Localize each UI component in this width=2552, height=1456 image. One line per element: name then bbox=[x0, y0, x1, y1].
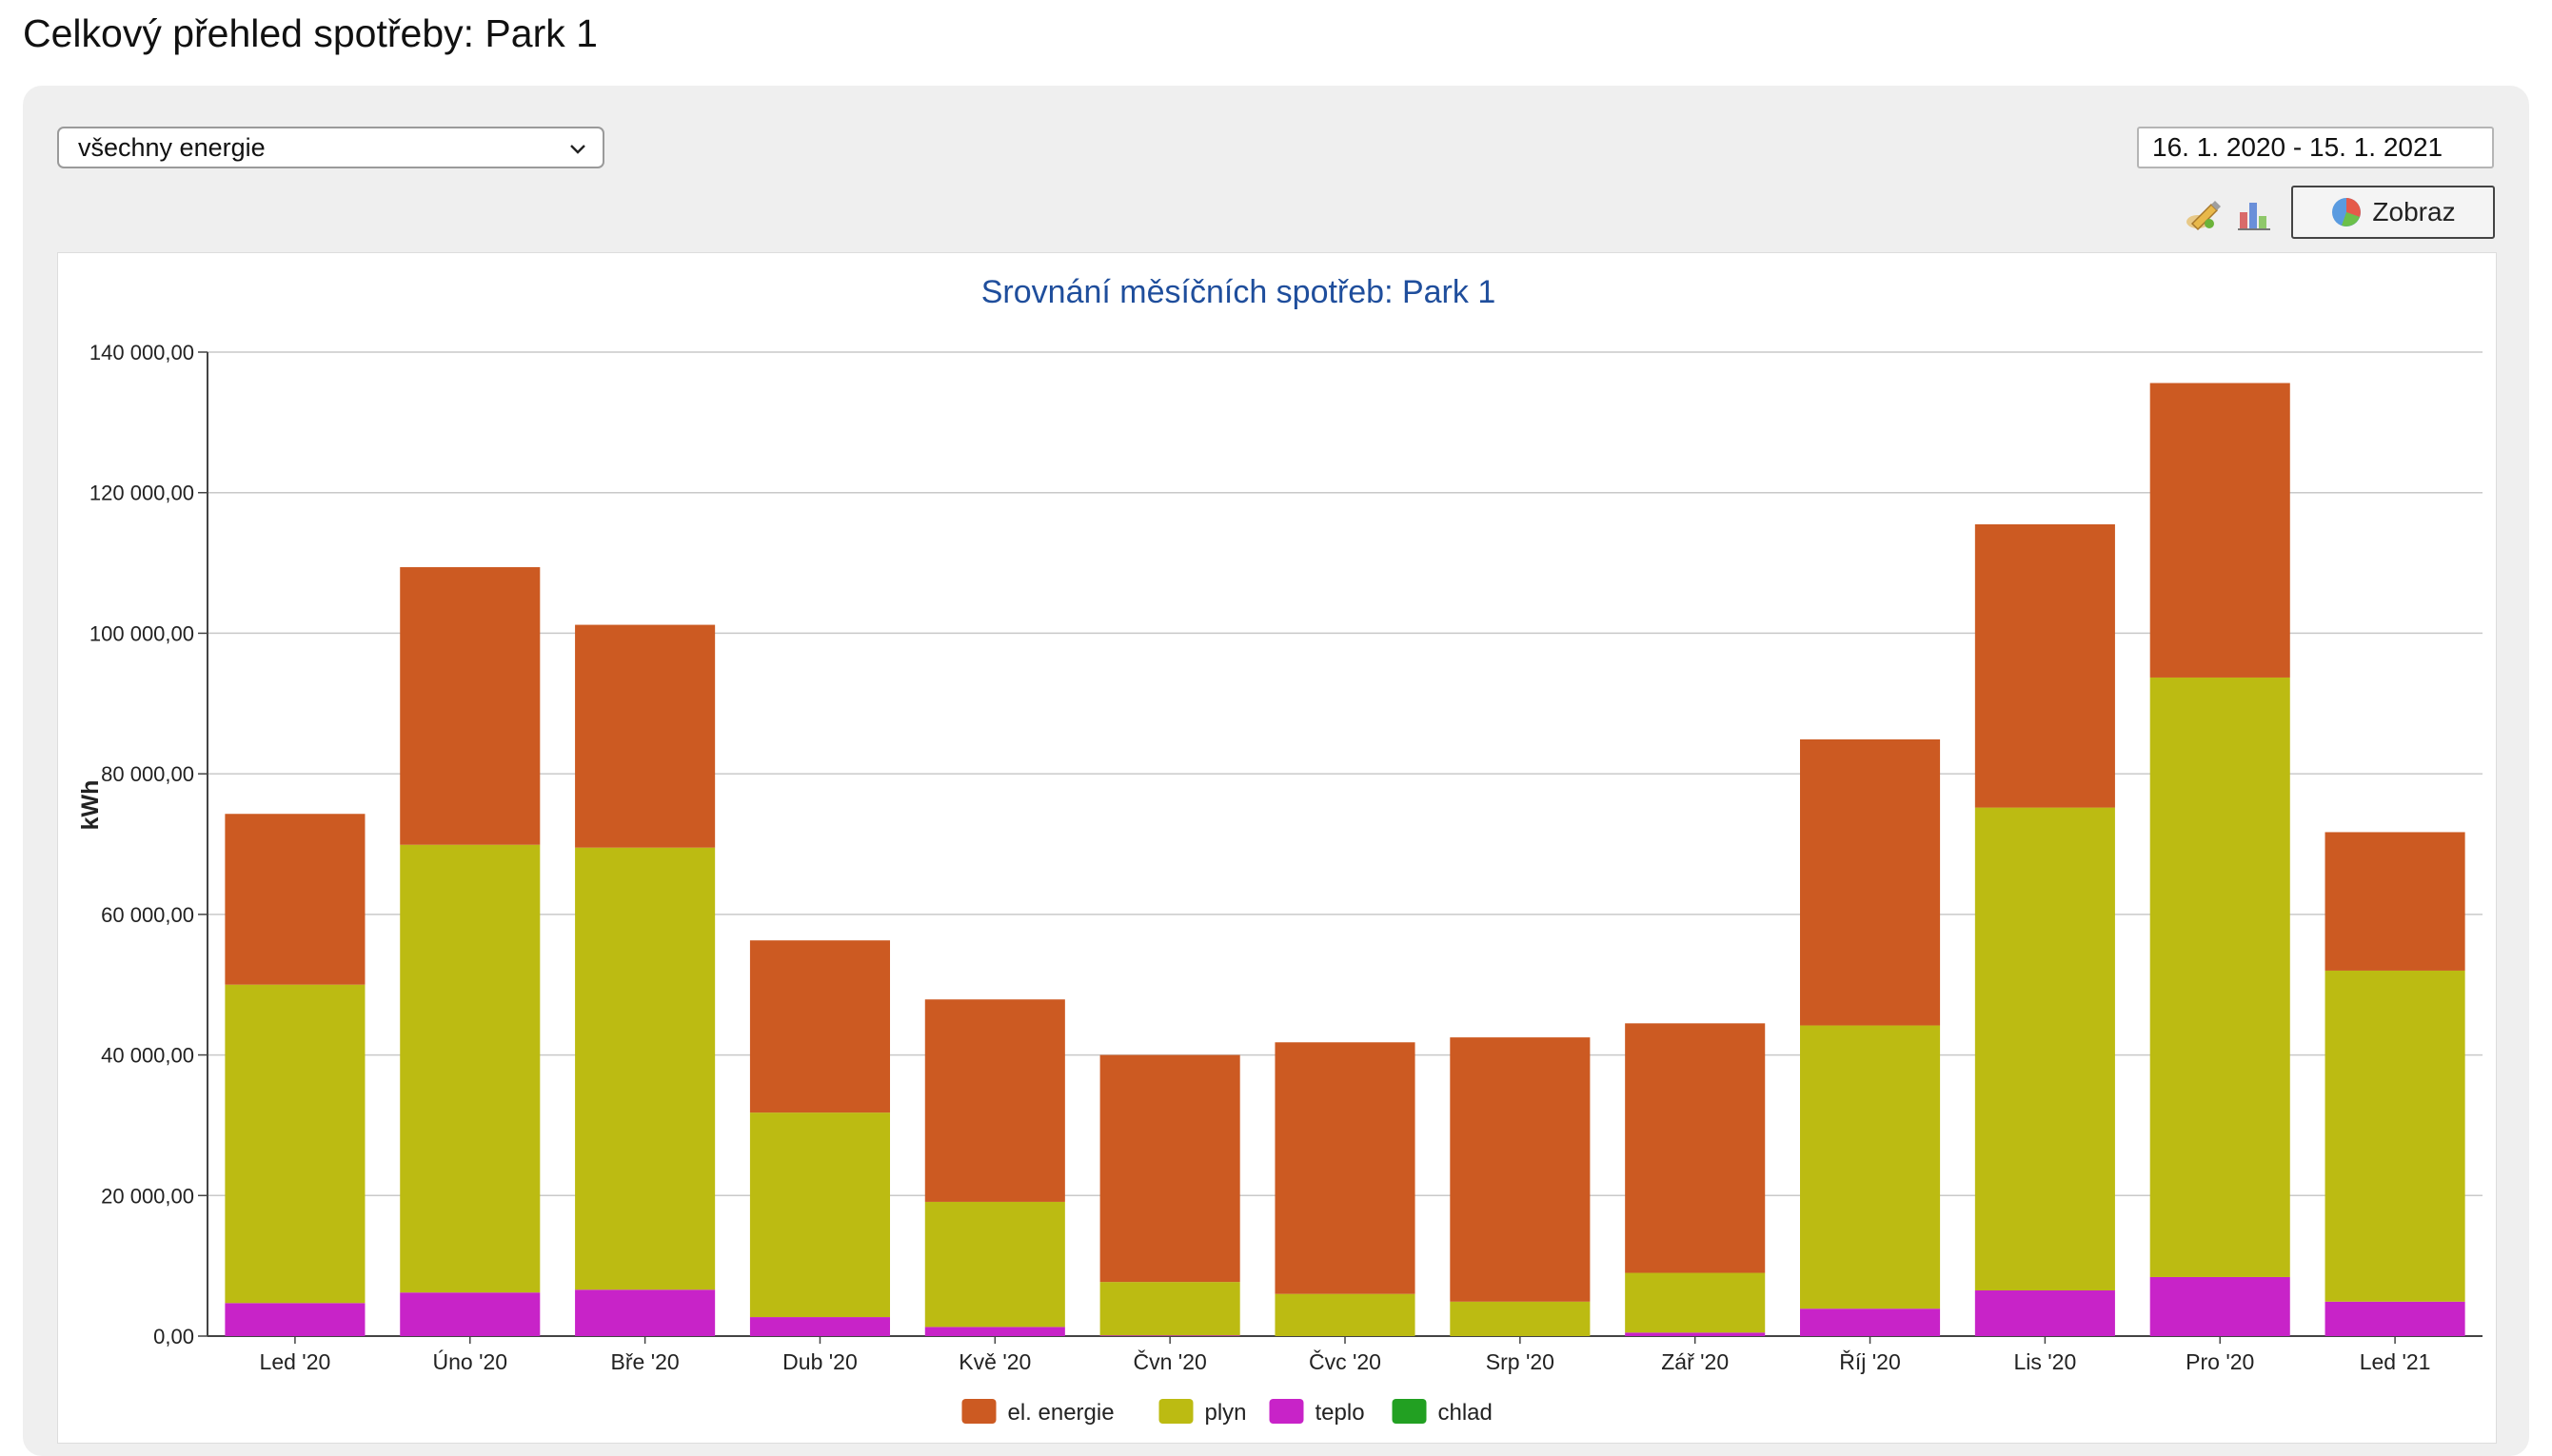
bar-segment[interactable] bbox=[924, 1327, 1065, 1336]
y-tick-label: 0,00 bbox=[153, 1325, 194, 1348]
show-button[interactable]: Zobraz bbox=[2291, 186, 2495, 239]
y-tick-label: 60 000,00 bbox=[101, 903, 194, 927]
bar-segment[interactable] bbox=[1099, 1335, 1240, 1336]
legend-label[interactable]: teplo bbox=[1316, 1400, 1365, 1426]
bar-segment[interactable] bbox=[400, 844, 541, 1293]
bar-segment[interactable] bbox=[400, 567, 541, 845]
x-tick-label: Kvě '20 bbox=[959, 1349, 1031, 1374]
x-tick-label: Led '21 bbox=[2360, 1349, 2431, 1374]
bar-segment[interactable] bbox=[2149, 383, 2290, 678]
y-tick-label: 100 000,00 bbox=[89, 621, 194, 645]
bar-segment[interactable] bbox=[1275, 1042, 1415, 1294]
legend-label[interactable]: el. energie bbox=[1008, 1400, 1115, 1426]
chart-card: Srovnání měsíčních spotřeb: Park 1 kWh 0… bbox=[57, 252, 2497, 1444]
bar-segment[interactable] bbox=[2149, 677, 2290, 1277]
bar-segment[interactable] bbox=[1625, 1272, 1766, 1333]
bar-segment[interactable] bbox=[749, 1112, 890, 1318]
pie-chart-icon bbox=[2332, 198, 2362, 226]
bar-segment[interactable] bbox=[2324, 832, 2465, 971]
bar-segment[interactable] bbox=[749, 940, 890, 1113]
bar-segment[interactable] bbox=[2149, 1276, 2290, 1336]
y-tick-label: 40 000,00 bbox=[101, 1044, 194, 1068]
legend-swatch[interactable] bbox=[961, 1399, 997, 1424]
bar-segment[interactable] bbox=[1625, 1332, 1766, 1336]
bar-segment[interactable] bbox=[2324, 970, 2465, 1302]
x-tick-label: Čvc '20 bbox=[1309, 1348, 1381, 1374]
bar-segment[interactable] bbox=[575, 847, 716, 1290]
bar-segment[interactable] bbox=[1450, 1301, 1591, 1336]
bar-segment[interactable] bbox=[1974, 523, 2115, 808]
legend-swatch[interactable] bbox=[1269, 1399, 1304, 1424]
bar-segment[interactable] bbox=[1099, 1282, 1240, 1336]
pencil-edit-icon[interactable] bbox=[2185, 195, 2223, 233]
bar-segment[interactable] bbox=[1974, 807, 2115, 1290]
bar-segment[interactable] bbox=[749, 1317, 890, 1336]
show-button-label: Zobraz bbox=[2372, 197, 2456, 226]
x-tick-label: Dub '20 bbox=[782, 1349, 858, 1374]
date-range-value: 16. 1. 2020 - 15. 1. 2021 bbox=[2152, 132, 2443, 162]
bar-segment[interactable] bbox=[1800, 1308, 1941, 1336]
bar-segment[interactable] bbox=[225, 1303, 366, 1336]
bar-segment[interactable] bbox=[1275, 1293, 1415, 1336]
chevron-down-icon bbox=[570, 145, 585, 154]
bar-segment[interactable] bbox=[225, 814, 366, 985]
page-title: Celkový přehled spotřeby: Park 1 bbox=[23, 11, 598, 55]
bar-segment[interactable] bbox=[1800, 738, 1941, 1026]
y-tick-label: 20 000,00 bbox=[101, 1184, 194, 1208]
chart-title: Srovnání měsíčních spotřeb: Park 1 bbox=[981, 274, 1495, 310]
bar-segment[interactable] bbox=[575, 624, 716, 848]
legend-label[interactable]: plyn bbox=[1205, 1400, 1247, 1426]
x-tick-label: Pro '20 bbox=[2186, 1349, 2254, 1374]
bar-chart-icon[interactable] bbox=[2235, 195, 2273, 233]
bar-segment[interactable] bbox=[1450, 1037, 1591, 1302]
bar-segment[interactable] bbox=[1099, 1054, 1240, 1283]
x-tick-label: Úno '20 bbox=[432, 1349, 507, 1374]
bar-segment[interactable] bbox=[1800, 1025, 1941, 1309]
energy-select[interactable]: všechny energie bbox=[57, 127, 604, 168]
legend-label[interactable]: chlad bbox=[1438, 1400, 1493, 1426]
x-tick-label: Bře '20 bbox=[611, 1349, 680, 1374]
x-tick-label: Říj '20 bbox=[1839, 1349, 1900, 1374]
bar-segment[interactable] bbox=[400, 1292, 541, 1336]
x-tick-label: Srp '20 bbox=[1486, 1349, 1554, 1374]
date-range-field[interactable]: 16. 1. 2020 - 15. 1. 2021 bbox=[2137, 127, 2494, 168]
y-tick-label: 80 000,00 bbox=[101, 762, 194, 786]
bar-segment[interactable] bbox=[924, 1201, 1065, 1328]
y-tick-label: 120 000,00 bbox=[89, 482, 194, 505]
x-tick-label: Čvn '20 bbox=[1134, 1348, 1207, 1374]
bar-segment[interactable] bbox=[225, 984, 366, 1304]
x-tick-label: Lis '20 bbox=[2014, 1349, 2077, 1374]
legend-swatch[interactable] bbox=[1158, 1399, 1194, 1424]
bar-segment[interactable] bbox=[924, 999, 1065, 1202]
bar-segment[interactable] bbox=[2324, 1301, 2465, 1336]
bar-segment[interactable] bbox=[1625, 1023, 1766, 1273]
x-tick-label: Zář '20 bbox=[1661, 1349, 1729, 1374]
bar-segment[interactable] bbox=[1974, 1289, 2115, 1336]
bar-segment[interactable] bbox=[575, 1289, 716, 1336]
energy-select-value: všechny energie bbox=[78, 132, 266, 162]
x-tick-label: Led '20 bbox=[260, 1349, 331, 1374]
y-tick-label: 140 000,00 bbox=[89, 341, 194, 364]
consumption-chart: Srovnání měsíčních spotřeb: Park 1 kWh 0… bbox=[77, 274, 2483, 1426]
y-axis-label: kWh bbox=[77, 780, 104, 831]
legend-swatch[interactable] bbox=[1392, 1399, 1427, 1424]
